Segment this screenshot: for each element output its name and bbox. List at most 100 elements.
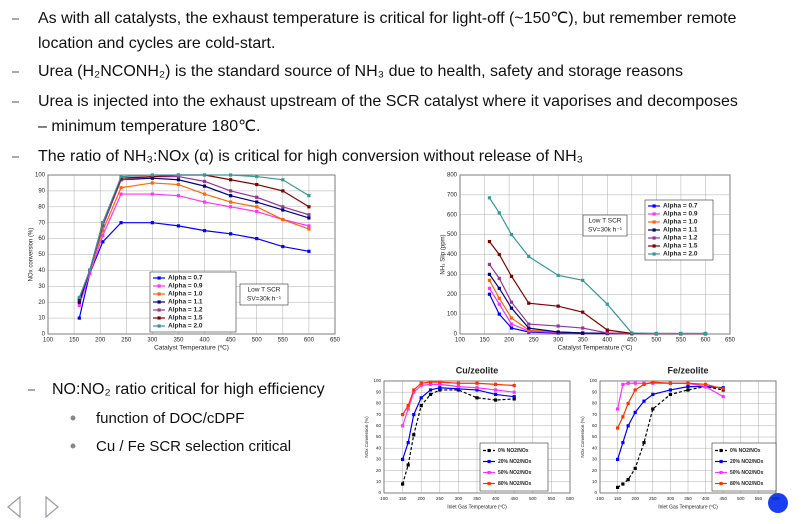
marker	[509, 316, 514, 320]
marker	[581, 326, 585, 330]
marker	[119, 186, 123, 190]
marker	[281, 205, 285, 209]
marker	[475, 388, 479, 392]
marker	[721, 387, 725, 391]
y-tick-label: 60	[376, 423, 382, 428]
legend-marker	[719, 470, 723, 475]
y-tick-label: 20	[376, 468, 382, 473]
marker	[497, 286, 501, 290]
marker	[419, 396, 423, 400]
marker	[88, 268, 92, 272]
sub-heading: NO:NO₂ ratio critical for high efficienc…	[52, 381, 325, 398]
y-tick-label: 40	[592, 445, 598, 450]
annotation: Low T SCR	[248, 287, 281, 294]
marker	[494, 398, 498, 402]
marker	[412, 413, 416, 417]
x-tick-label: 300	[553, 338, 564, 344]
y-tick-label: 100	[447, 312, 458, 318]
marker	[281, 189, 285, 193]
x-tick-label: 450	[510, 496, 518, 501]
x-tick-label: 400	[492, 496, 500, 501]
marker	[556, 273, 560, 277]
x-tick-label: 500	[529, 496, 537, 501]
marker	[703, 331, 708, 336]
marker	[616, 426, 620, 430]
series-line	[402, 383, 515, 426]
x-tick-label: 500	[737, 496, 745, 501]
marker	[487, 262, 492, 267]
marker	[202, 173, 207, 177]
marker	[509, 306, 514, 310]
legend-label: 0% NO2/NOx	[730, 448, 761, 454]
legend-label: Alpha = 1.0	[168, 291, 203, 298]
y-tick-label: 500	[447, 232, 458, 238]
marker	[633, 388, 637, 392]
legend-label: Alpha = 0.7	[663, 203, 698, 210]
marker	[494, 392, 498, 397]
legend-label: Alpha = 0.9	[168, 283, 203, 290]
x-tick-label: 550	[548, 496, 556, 501]
x-tick-label: 100	[596, 496, 604, 501]
x-tick-label: 400	[200, 338, 211, 344]
x-tick-label: 350	[684, 496, 692, 501]
nav-arrows[interactable]	[7, 495, 59, 519]
y-tick-label: 400	[447, 252, 458, 258]
y-tick-label: 40	[38, 268, 45, 274]
series-line	[617, 385, 724, 488]
marker	[509, 233, 514, 237]
x-tick-label: 250	[436, 496, 444, 501]
legend-label: Alpha = 0.9	[663, 211, 698, 218]
marker	[487, 196, 492, 200]
bullet: The ratio of NH₃:NOx (α) is critical for…	[38, 148, 584, 165]
marker	[401, 424, 405, 428]
y-tick-label: 90	[376, 389, 382, 394]
marker	[509, 326, 514, 330]
marker	[88, 271, 92, 276]
marker	[419, 381, 423, 385]
marker	[281, 208, 285, 212]
dot	[70, 443, 76, 449]
legend-marker	[157, 316, 161, 320]
series-line	[402, 387, 515, 460]
chart-title: Fe/zeolite	[667, 365, 708, 375]
marker	[654, 331, 658, 336]
marker	[581, 310, 585, 314]
marker	[556, 304, 560, 308]
marker	[668, 388, 672, 392]
marker	[616, 407, 620, 411]
y-tick-label: 0	[378, 490, 381, 495]
x-tick-label: 650	[725, 338, 736, 344]
marker	[202, 229, 207, 233]
legend-label: Alpha = 1.1	[168, 299, 203, 306]
marker	[512, 395, 516, 399]
marker	[487, 272, 492, 276]
marker	[605, 302, 609, 306]
marker	[229, 189, 233, 193]
legend-marker	[719, 448, 723, 453]
marker	[630, 331, 634, 335]
nav-dot[interactable]	[768, 493, 788, 513]
y-tick-label: 70	[592, 412, 598, 417]
marker	[721, 395, 725, 399]
legend-label: 50% NO2/NOx	[730, 470, 764, 476]
legend-marker	[719, 481, 723, 486]
x-tick-label: 650	[330, 338, 341, 344]
marker	[77, 295, 81, 300]
legend-marker	[652, 252, 656, 256]
y-axis-label: NOx Conversion (%)	[580, 416, 585, 458]
y-axis-label: NOx Conversion (%)	[364, 416, 369, 458]
x-tick-label: 150	[399, 496, 407, 501]
marker	[150, 192, 154, 196]
marker	[119, 221, 123, 225]
marker	[497, 312, 501, 316]
marker	[176, 182, 181, 187]
legend-marker	[652, 228, 656, 232]
bullet: As with all catalysts, the exhaust tempe…	[38, 10, 737, 52]
marker	[229, 200, 233, 204]
y-tick-label: 20	[592, 468, 598, 473]
y-tick-label: 90	[38, 188, 45, 194]
marker	[487, 278, 492, 282]
x-tick-label: 350	[578, 338, 589, 344]
